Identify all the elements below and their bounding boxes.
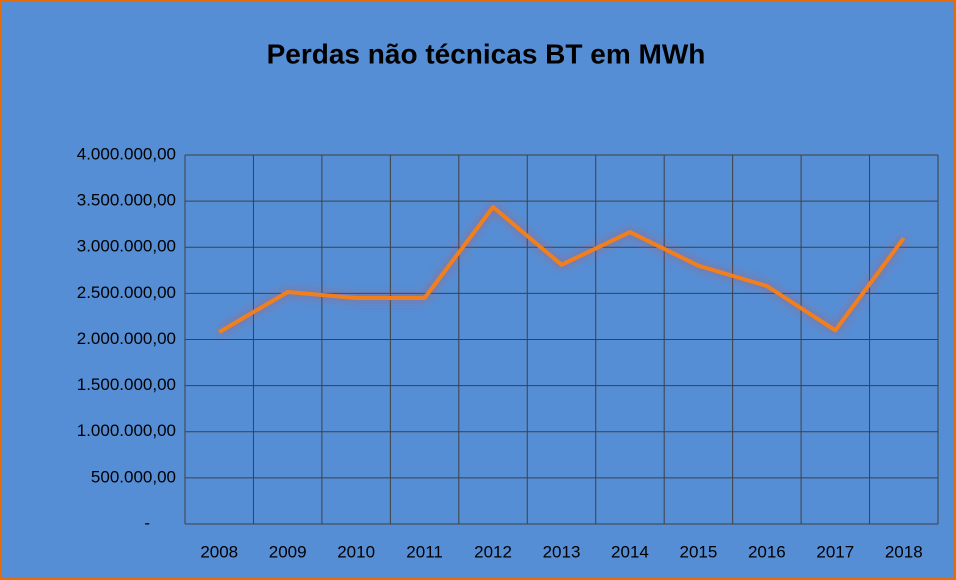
x-tick-label: 2016 [748, 542, 786, 561]
y-tick-label: 1.500.000,00 [77, 375, 176, 394]
x-tick-label: 2013 [543, 542, 581, 561]
x-tick-label: 2014 [611, 542, 649, 561]
y-tick-label: 500.000,00 [91, 467, 176, 486]
x-tick-label: 2010 [337, 542, 375, 561]
x-tick-label: 2011 [406, 542, 443, 561]
x-tick-label: 2015 [679, 542, 717, 561]
data-line [218, 205, 906, 334]
y-tick-label: 2.500.000,00 [77, 283, 176, 302]
x-tick-label: 2018 [885, 542, 923, 561]
y-tick-label: 1.000.000,00 [77, 421, 176, 440]
x-tick-label: 2012 [474, 542, 512, 561]
x-tick-label: 2009 [269, 542, 307, 561]
x-tick-label: 2008 [200, 542, 238, 561]
y-tick-label: 3.500.000,00 [77, 191, 176, 210]
y-tick-label: 2.000.000,00 [77, 329, 176, 348]
y-tick-label: 4.000.000,00 [77, 144, 176, 163]
chart-title: Perdas não técnicas BT em MWh [267, 38, 706, 69]
y-tick-label: 3.000.000,00 [77, 237, 176, 256]
y-tick-label: - [144, 513, 150, 532]
x-tick-label: 2017 [816, 542, 854, 561]
